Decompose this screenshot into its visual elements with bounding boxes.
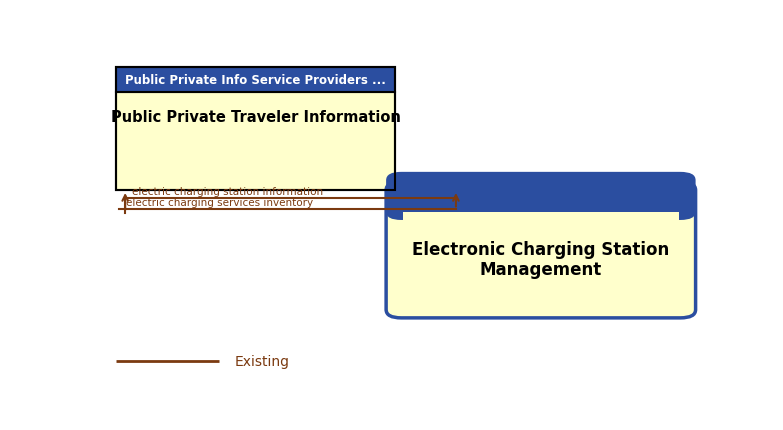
Bar	[116, 68, 395, 190]
Text: Public Private Info Service Providers ...: Public Private Info Service Providers ..…	[125, 74, 386, 87]
FancyBboxPatch shape	[386, 172, 695, 221]
Text: electric charging station information: electric charging station information	[132, 187, 323, 197]
Bar	[116, 68, 395, 93]
FancyBboxPatch shape	[386, 182, 695, 318]
Text: electric charging services inventory: electric charging services inventory	[126, 198, 313, 208]
Bar	[402, 203, 679, 212]
Bar	[116, 93, 395, 190]
Text: Public Private Traveler Information: Public Private Traveler Information	[110, 110, 401, 125]
Bar	[403, 212, 679, 310]
Text: Electronic Charging Station
Management: Electronic Charging Station Management	[412, 240, 669, 279]
Text: Existing: Existing	[234, 354, 290, 368]
